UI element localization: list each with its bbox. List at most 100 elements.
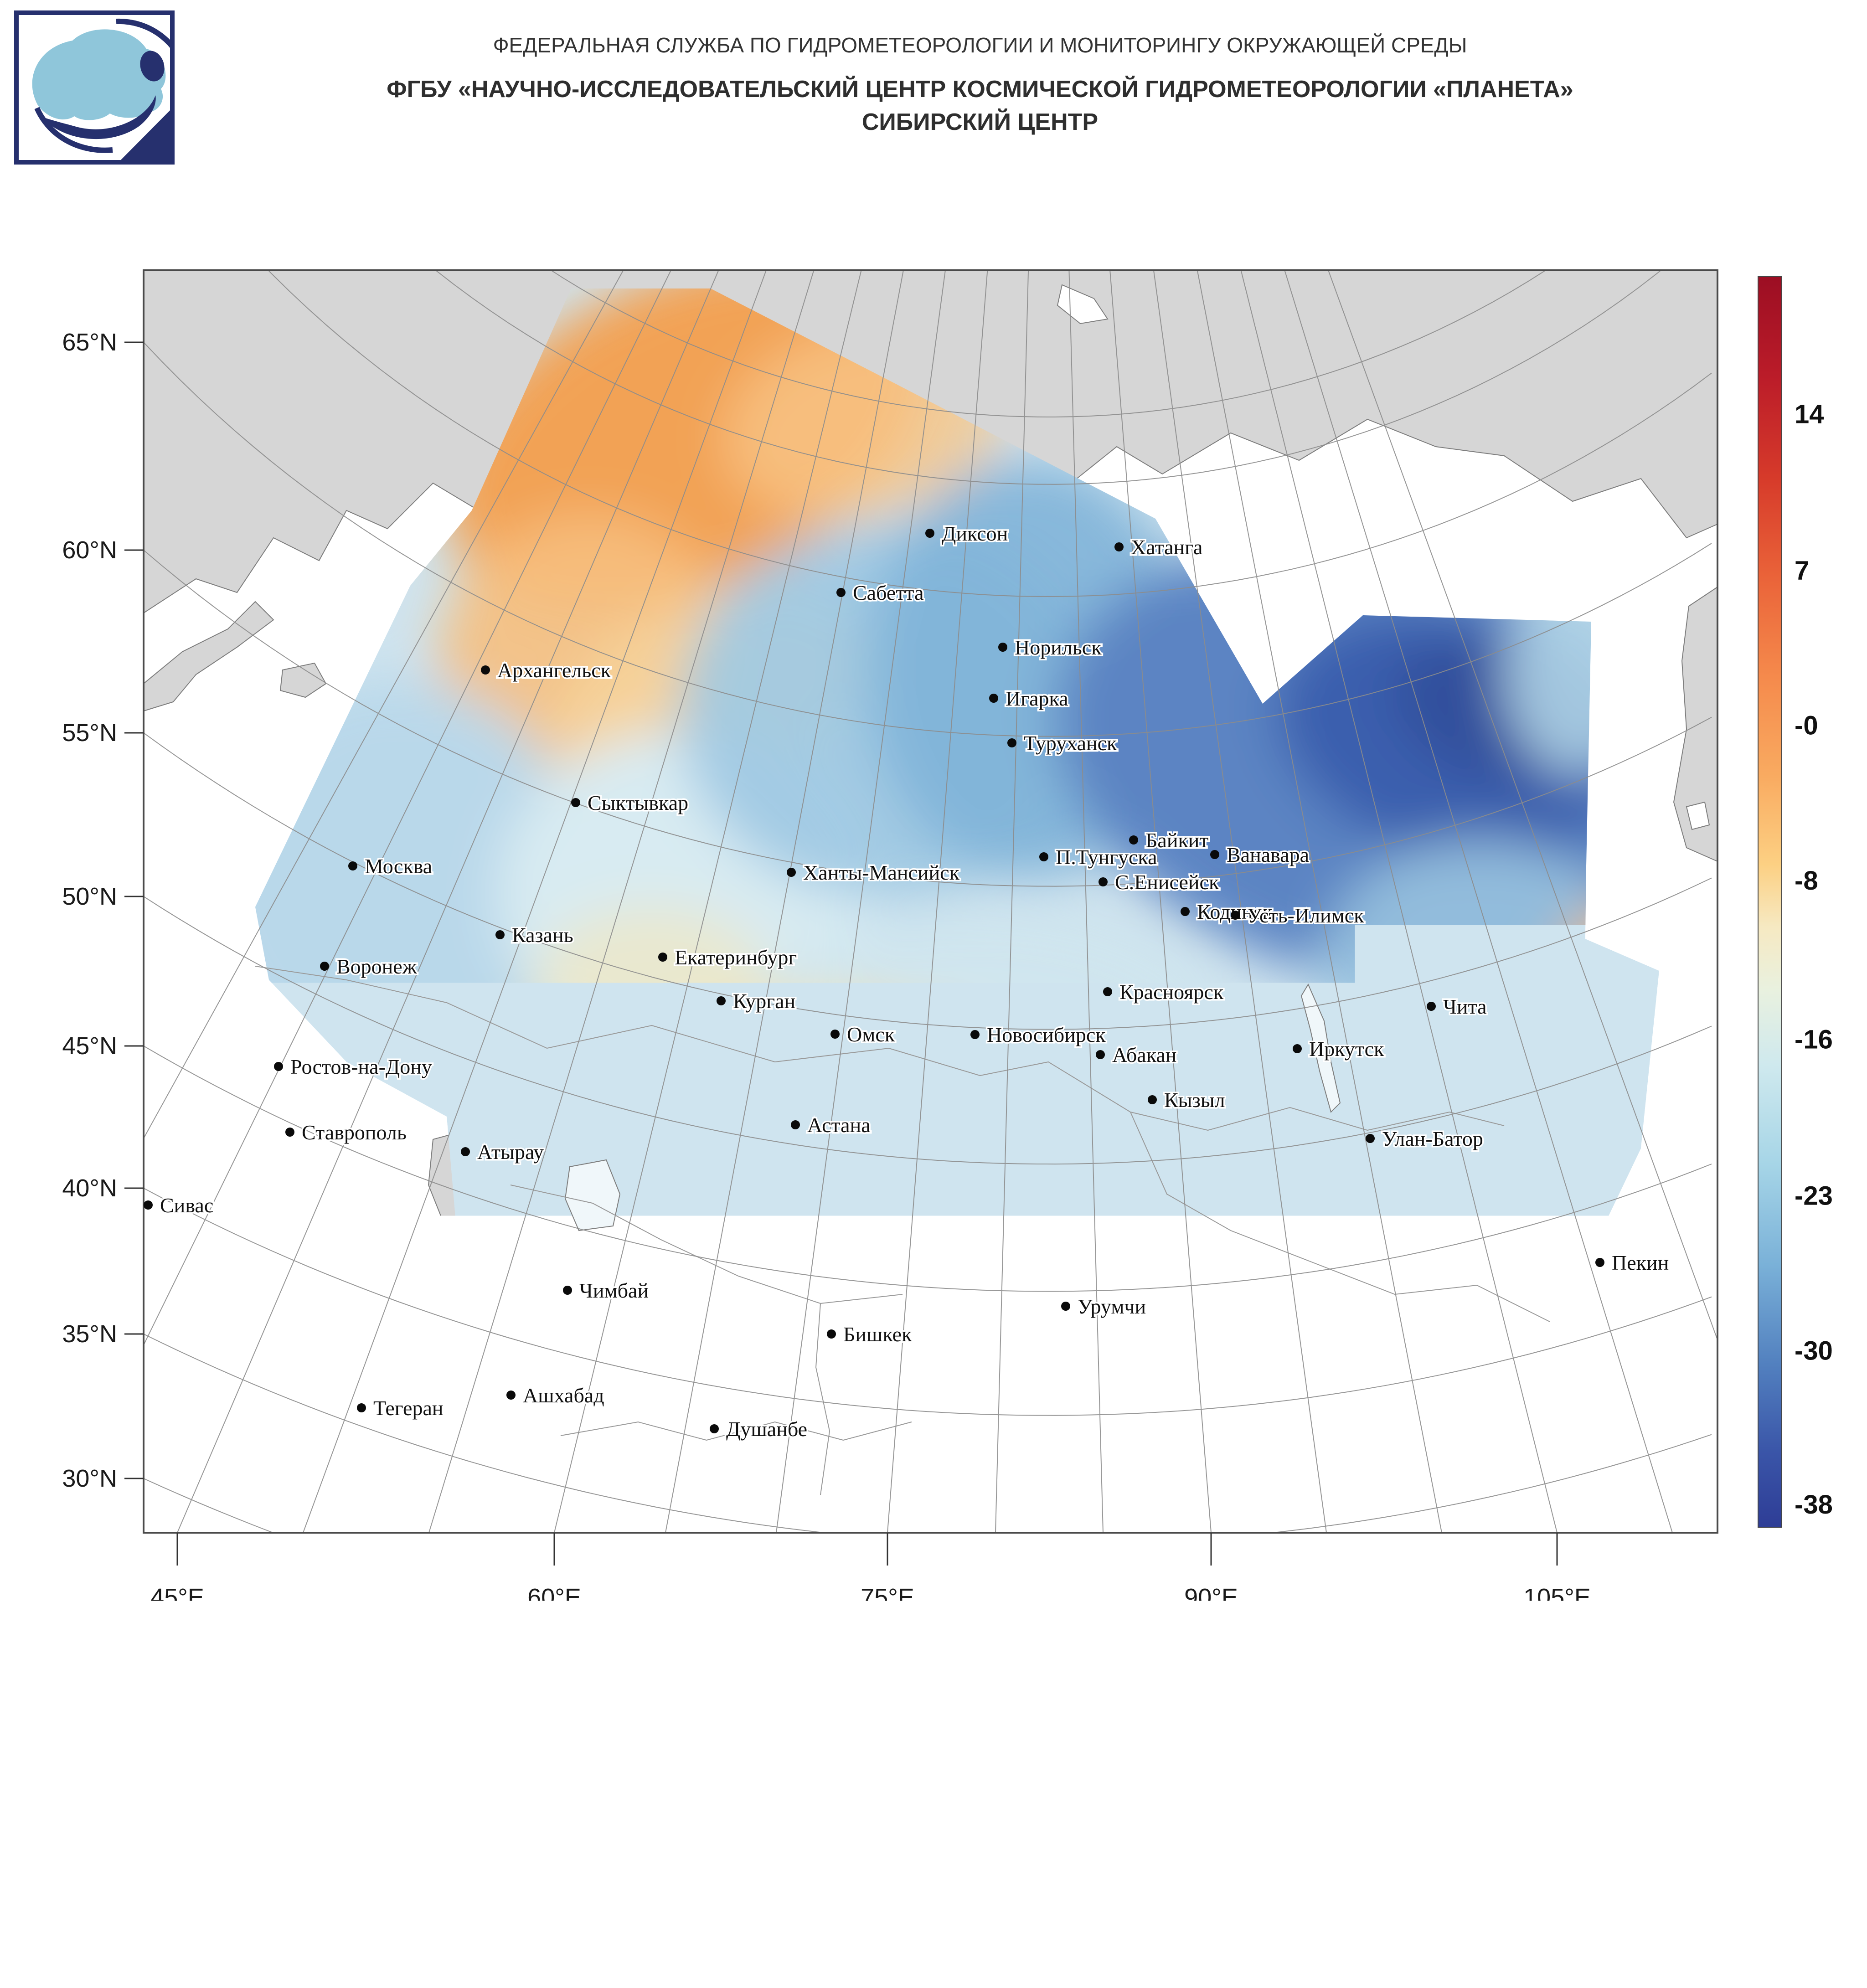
city-marker — [1210, 850, 1219, 859]
city-marker — [1096, 1050, 1105, 1059]
city-label: С.Енисейск — [1115, 870, 1219, 894]
header-line1: ФЕДЕРАЛЬНАЯ СЛУЖБА ПО ГИДРОМЕТЕОРОЛОГИИ … — [187, 33, 1773, 57]
latitude-label: 45°N — [62, 1032, 117, 1060]
city-label: Казань — [512, 923, 573, 947]
city-label: Ростов-на-Дону — [290, 1055, 432, 1078]
city-label: Екатеринбург — [675, 946, 797, 969]
city-marker — [836, 588, 846, 597]
city-label: Хатанга — [1131, 536, 1202, 559]
city-label: Ханты-Мансийск — [803, 861, 960, 884]
city-label: Усть-Илимск — [1247, 904, 1364, 927]
city-marker — [571, 798, 580, 807]
latitude-label: 35°N — [62, 1320, 117, 1348]
footer-contact-block: Сибирский центр ФГБУ «НИЦ «Планета» Росс… — [43, 1874, 435, 1956]
city-label: Урумчи — [1078, 1295, 1146, 1318]
city-label: Сабетта — [853, 581, 924, 604]
city-marker — [1129, 835, 1138, 845]
city-marker — [461, 1147, 470, 1156]
city-marker — [1427, 1002, 1436, 1011]
city-label: Чимбай — [579, 1279, 649, 1302]
city-marker — [506, 1391, 516, 1400]
city-marker — [1007, 738, 1016, 747]
latitude-label: 40°N — [62, 1174, 117, 1202]
header-line3: СИБИРСКИЙ ЦЕНТР — [187, 108, 1773, 136]
city-marker — [925, 529, 934, 538]
city-label: Ставрополь — [302, 1121, 407, 1144]
city-marker — [787, 868, 796, 877]
latitude-label: 65°N — [62, 329, 117, 356]
city-label: Абакан — [1112, 1043, 1176, 1066]
city-label: Тегеран — [373, 1396, 443, 1420]
colorbar-label: -23 — [1795, 1181, 1833, 1210]
longitude-axis: 45°E 60°E 75°E 90°E 105°E — [150, 1533, 1591, 1611]
city-marker — [274, 1062, 283, 1071]
sea-baltic — [144, 602, 273, 711]
temperature-region — [953, 1445, 1235, 1581]
city-label: Пекин — [1612, 1251, 1669, 1274]
colorbar-label: -8 — [1795, 866, 1818, 896]
longitude-label: 75°E — [861, 1584, 914, 1611]
city-marker — [563, 1286, 572, 1295]
city-label: Астана — [807, 1113, 871, 1137]
city-marker — [710, 1424, 719, 1433]
city-label: Омск — [847, 1023, 895, 1046]
parallel-line — [144, 1478, 344, 1558]
footer-phone-line: Тел.: (383) 363-46-05, Факс: (383) 363-4… — [43, 1915, 435, 1936]
city-label: Кызыл — [1164, 1088, 1225, 1112]
latitude-axis: 65°N 60°N 55°N 50°N 45°N 40°N 35°N 30°N — [62, 329, 144, 1492]
city-label: Душанбе — [726, 1417, 807, 1441]
city-marker — [320, 962, 329, 971]
iso-line1: ИСО — [1783, 1917, 1809, 1931]
planeta-logo-icon — [14, 10, 175, 165]
temperature-region — [1504, 574, 1650, 775]
city-label: Воронеж — [336, 955, 417, 978]
footer-org-line: Сибирский центр ФГБУ «НИЦ «Планета» — [43, 1874, 435, 1895]
city-label: Ванавара — [1227, 843, 1309, 866]
city-label: Игарка — [1006, 687, 1068, 710]
city-marker — [827, 1329, 836, 1339]
iso-line2: 9001 — [1783, 1929, 1809, 1943]
longitude-label: 105°E — [1523, 1584, 1591, 1611]
temperature-region — [1030, 1158, 1222, 1303]
city-label: Курган — [733, 989, 795, 1013]
city-label: Чита — [1443, 995, 1487, 1018]
satellite-label: NOAA21 / ATMS — [1518, 1908, 1687, 1928]
city-marker — [1039, 852, 1048, 861]
city-label: Сивас — [160, 1194, 213, 1217]
timestamp-label: 03.02.2026 00:00 GMT — [438, 1926, 1532, 1952]
city-marker — [1148, 1095, 1157, 1104]
colorbar-label: 14 — [1795, 399, 1824, 429]
longitude-label: 60°E — [527, 1584, 581, 1611]
city-marker — [285, 1128, 294, 1137]
latitude-label: 30°N — [62, 1465, 117, 1492]
city-label: Иркутск — [1309, 1037, 1384, 1061]
latitude-label: 55°N — [62, 719, 117, 747]
city-marker — [144, 1200, 153, 1210]
city-marker — [1293, 1044, 1302, 1053]
city-marker — [1114, 542, 1124, 551]
footer-email-line: E-Mail:alexk@rcpod.ru, www.rcpod.ru — [43, 1936, 435, 1956]
longitude-label: 45°E — [150, 1584, 204, 1611]
colorbar: 147-0-8-16-23-30-38 — [1758, 277, 1833, 1527]
sea-black-sea — [144, 1249, 255, 1367]
temperature-region — [1527, 902, 1718, 1285]
satellite-label: Suomi NPP / ATMS — [1518, 1887, 1687, 1908]
longitude-label: 90°E — [1184, 1584, 1238, 1611]
city-marker — [1181, 907, 1190, 916]
city-label: Новосибирск — [987, 1023, 1106, 1046]
city-label: Диксон — [942, 522, 1008, 545]
colorbar-label: -16 — [1795, 1025, 1833, 1054]
latitude-label: 60°N — [62, 536, 117, 564]
city-label: Бишкек — [843, 1323, 912, 1346]
satellite-label: NOAA20 / ATMS — [1518, 1867, 1687, 1887]
colorbar-label: -30 — [1795, 1336, 1833, 1366]
city-marker — [481, 665, 490, 675]
footer-satellites-block: NOAA20 / ATMS Suomi NPP / ATMS NOAA21 / … — [1518, 1867, 1687, 1928]
city-marker — [1231, 911, 1240, 920]
city-label: П.Тунгуска — [1056, 845, 1157, 869]
footer-spectrum-block: Спектральный диапазон: 23.8 - 183.3 ГГц … — [438, 1900, 1532, 1952]
city-marker — [348, 861, 357, 870]
colorbar-label: -38 — [1795, 1490, 1833, 1519]
colorbar-gradient — [1758, 277, 1782, 1527]
latitude-label: 50°N — [62, 883, 117, 910]
